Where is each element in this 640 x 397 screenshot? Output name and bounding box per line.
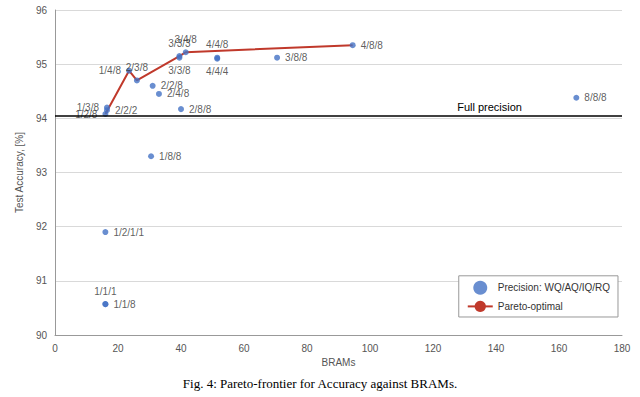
svg-text:20: 20 (112, 343, 124, 354)
svg-text:90: 90 (36, 330, 48, 341)
svg-text:4/8/8: 4/8/8 (361, 40, 384, 51)
svg-text:60: 60 (238, 343, 250, 354)
svg-text:Test Accuracy, [%]: Test Accuracy, [%] (14, 132, 25, 213)
svg-text:2/2/2: 2/2/2 (115, 105, 138, 116)
svg-text:120: 120 (425, 343, 442, 354)
svg-text:140: 140 (488, 343, 505, 354)
svg-text:1/2/8: 1/2/8 (75, 108, 98, 120)
svg-text:3/8/8: 3/8/8 (285, 52, 308, 63)
svg-text:1/3/8: 1/3/8 (77, 102, 100, 113)
svg-text:4/4/4: 4/4/4 (206, 66, 229, 77)
svg-text:1/1/1: 1/1/1 (94, 286, 117, 297)
svg-text:2/8/8: 2/8/8 (189, 104, 212, 115)
svg-text:93: 93 (36, 167, 48, 178)
svg-text:2/2/8: 2/2/8 (160, 80, 183, 92)
svg-text:3/4/8: 3/4/8 (175, 34, 198, 45)
svg-text:Precision: WQ/AQ/IQ/RQ: Precision: WQ/AQ/IQ/RQ (498, 282, 610, 293)
svg-text:180: 180 (614, 343, 631, 354)
svg-text:Fig. 4: Pareto-frontier for Ac: Fig. 4: Pareto-frontier for Accuracy aga… (183, 376, 457, 391)
svg-text:4/4/8: 4/4/8 (206, 39, 229, 50)
svg-text:1/8/8: 1/8/8 (159, 151, 182, 162)
svg-text:91: 91 (36, 275, 48, 286)
svg-text:1/4/8: 1/4/8 (99, 65, 122, 76)
svg-text:96: 96 (36, 5, 48, 16)
svg-text:1/1/8: 1/1/8 (113, 299, 136, 310)
svg-text:94: 94 (36, 113, 48, 124)
svg-text:0: 0 (52, 343, 58, 354)
svg-text:92: 92 (36, 221, 48, 232)
svg-text:95: 95 (36, 59, 48, 70)
svg-text:80: 80 (301, 343, 313, 354)
svg-text:100: 100 (362, 343, 379, 354)
svg-text:2/3/8: 2/3/8 (126, 62, 149, 73)
svg-text:BRAMs: BRAMs (322, 357, 356, 368)
svg-text:2/4/8: 2/4/8 (167, 88, 190, 99)
svg-text:1/2/1/1: 1/2/1/1 (113, 227, 144, 238)
svg-text:8/8/8: 8/8/8 (584, 92, 607, 103)
svg-text:3/3/8: 3/3/8 (168, 65, 191, 76)
svg-text:160: 160 (551, 343, 568, 354)
svg-text:Pareto-optimal: Pareto-optimal (498, 301, 563, 312)
svg-text:Full precision: Full precision (457, 101, 522, 113)
svg-text:40: 40 (175, 343, 187, 354)
